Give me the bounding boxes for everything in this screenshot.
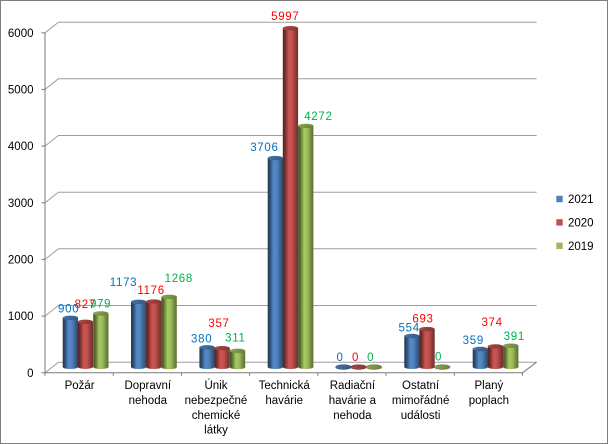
svg-text:1000: 1000 bbox=[8, 311, 34, 323]
svg-text:6000: 6000 bbox=[8, 28, 34, 40]
svg-text:0: 0 bbox=[435, 352, 442, 364]
svg-text:2020: 2020 bbox=[568, 218, 594, 230]
svg-text:4000: 4000 bbox=[8, 141, 34, 153]
svg-text:Požár: Požár bbox=[65, 380, 95, 392]
svg-text:1268: 1268 bbox=[165, 273, 193, 285]
svg-text:Planý: Planý bbox=[475, 380, 504, 392]
svg-text:Technická: Technická bbox=[259, 380, 311, 392]
svg-text:4272: 4272 bbox=[304, 111, 332, 123]
svg-text:chemické: chemické bbox=[192, 410, 241, 422]
svg-text:1173: 1173 bbox=[110, 277, 138, 289]
svg-text:Ostatní: Ostatní bbox=[402, 380, 440, 392]
svg-text:Radiační: Radiační bbox=[330, 380, 376, 392]
svg-text:poplach: poplach bbox=[469, 395, 509, 407]
svg-text:311: 311 bbox=[225, 332, 245, 344]
svg-text:mimořádné: mimořádné bbox=[392, 395, 450, 407]
svg-text:693: 693 bbox=[412, 313, 433, 325]
svg-text:0: 0 bbox=[367, 352, 374, 364]
svg-text:380: 380 bbox=[191, 333, 212, 345]
svg-text:2021: 2021 bbox=[568, 194, 594, 206]
svg-text:374: 374 bbox=[481, 317, 502, 329]
svg-text:359: 359 bbox=[463, 335, 484, 347]
svg-text:979: 979 bbox=[90, 298, 111, 310]
svg-text:Únik: Únik bbox=[204, 379, 227, 392]
svg-text:nebezpečné: nebezpečné bbox=[185, 395, 248, 407]
svg-text:2019: 2019 bbox=[568, 241, 594, 253]
svg-text:0: 0 bbox=[336, 352, 343, 364]
svg-text:0: 0 bbox=[352, 352, 359, 364]
svg-text:nehoda: nehoda bbox=[333, 410, 372, 422]
svg-text:3000: 3000 bbox=[8, 198, 34, 210]
svg-text:havárie: havárie bbox=[265, 395, 303, 407]
svg-text:5997: 5997 bbox=[271, 11, 299, 23]
svg-text:2000: 2000 bbox=[8, 255, 34, 267]
svg-text:0: 0 bbox=[27, 368, 33, 380]
svg-text:3706: 3706 bbox=[250, 142, 278, 154]
svg-text:havárie a: havárie a bbox=[329, 395, 377, 407]
svg-text:události: události bbox=[401, 410, 441, 422]
svg-text:1176: 1176 bbox=[137, 285, 165, 297]
svg-text:900: 900 bbox=[58, 304, 79, 316]
svg-text:357: 357 bbox=[208, 318, 229, 330]
svg-text:391: 391 bbox=[504, 331, 525, 343]
svg-text:5000: 5000 bbox=[8, 85, 34, 97]
svg-text:827: 827 bbox=[75, 299, 96, 311]
svg-text:554: 554 bbox=[399, 322, 420, 334]
svg-text:nehoda: nehoda bbox=[129, 395, 168, 407]
svg-text:látky: látky bbox=[204, 425, 228, 437]
svg-text:Dopravní: Dopravní bbox=[124, 380, 171, 392]
